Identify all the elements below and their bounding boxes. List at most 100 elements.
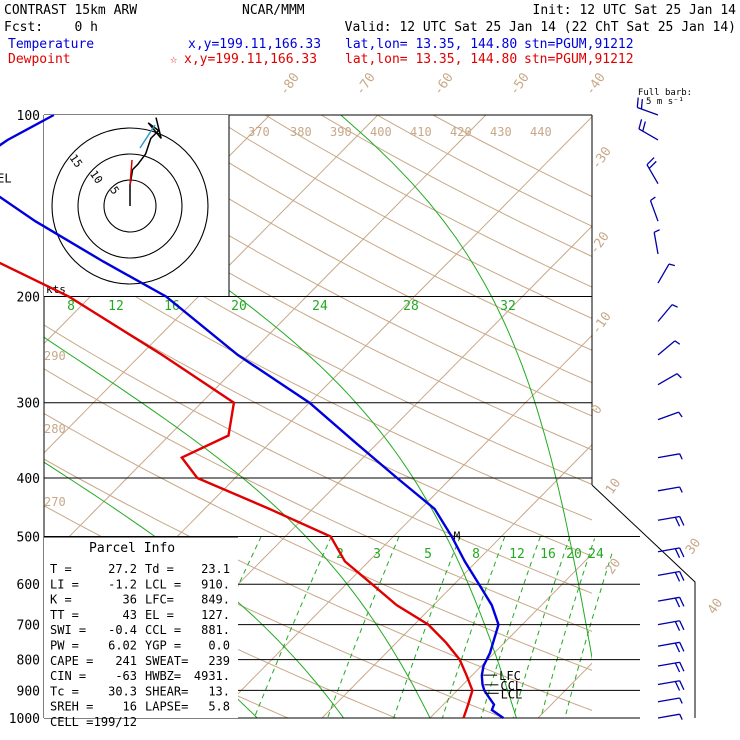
hodograph-low-segment [129, 159, 133, 186]
parcel-value: 36 [123, 593, 137, 607]
isotherm-label: -70 [353, 70, 379, 98]
hodograph-ring-label: 10 [87, 168, 105, 186]
wind-barb [646, 157, 659, 185]
mixing-ratio-line [512, 537, 571, 718]
barb-flag [679, 547, 685, 558]
parcel-value: -0.4 [108, 623, 137, 637]
level-label: CCL [500, 679, 522, 693]
mixing-ratio-label: 8 [67, 299, 75, 314]
wind-barb [657, 620, 685, 631]
barb-flag [640, 98, 643, 110]
barb-flag [674, 516, 681, 527]
parcel-key: CAPE = [50, 654, 93, 668]
parcel-key: SWI = [50, 623, 86, 637]
mixing-ratio-line [540, 537, 596, 718]
barb-staff [657, 373, 678, 386]
sounding-profiles [0, 113, 505, 719]
init-time: Init: 12 UTC Sat 25 Jan 14 [533, 3, 737, 18]
dewpoint-legend: Dewpoint [8, 52, 71, 67]
mixing-ratio-label: 24 [588, 547, 604, 562]
dry-adiabat-line [44, 281, 592, 557]
dewpoint-station: stn=PGUM,91212 [524, 52, 634, 67]
theta-label: 410 [410, 125, 432, 139]
mixing-ratio-label: 20 [566, 547, 582, 562]
barb-staff [637, 106, 659, 116]
wind-barb [657, 340, 681, 356]
barb-staff [657, 263, 670, 284]
isotherm-label: 20 [603, 556, 624, 577]
barb-staff [657, 570, 680, 576]
parcel-value: 0.0 [208, 639, 230, 653]
parcel-key: K = [50, 593, 72, 607]
mixing-ratio-line [253, 537, 332, 718]
pressure-label: 200 [17, 291, 40, 306]
isotherm-label: 30 [683, 536, 704, 557]
mixing-ratio-label: 20 [231, 299, 247, 314]
mixing-ratio-label: 24 [312, 299, 328, 314]
barb-flag [679, 697, 683, 704]
wind-barb [657, 373, 682, 386]
wind-barb [657, 263, 675, 284]
isotherm-label: -10 [589, 309, 615, 337]
wind-barb [636, 97, 659, 116]
parcel-key: LCL = [145, 577, 181, 591]
barb-flag [638, 119, 643, 130]
wind-barb [657, 680, 685, 691]
dry-adiabat-line [44, 412, 592, 671]
isotherm-label: 10 [603, 476, 624, 497]
barb-flag [674, 340, 681, 345]
theta-label: 290 [44, 349, 66, 363]
pressure-label: 1000 [9, 712, 40, 727]
moist-adiabat-line [44, 336, 431, 718]
pressure-label: 800 [17, 654, 40, 669]
isotherm-label: -50 [507, 70, 533, 98]
mixed-layer-marker: M [454, 529, 461, 542]
parcel-key: Td = [145, 562, 174, 576]
mixing-ratio-label: 28 [403, 299, 419, 314]
dewpoint-xy: x,y=199.11,166.33 [184, 52, 317, 67]
theta-label: 420 [450, 125, 472, 139]
hodograph-upper-segment [139, 124, 156, 149]
parcel-key: CELL = [50, 715, 93, 729]
theta-label: 370 [248, 125, 270, 139]
parcel-key: LFC= [145, 593, 174, 607]
temperature-station: stn=PGUM,91212 [524, 37, 634, 52]
parcel-key: CIN = [50, 669, 86, 683]
wind-barb [657, 570, 685, 582]
barb-staff [653, 232, 659, 255]
barb-staff [657, 620, 680, 626]
dry-adiabat-line [97, 115, 592, 384]
barb-flag [671, 304, 678, 308]
parcel-key: EL = [145, 608, 174, 622]
wind-barb [657, 547, 685, 559]
barb-staff [657, 680, 680, 686]
hodograph-bg [44, 115, 229, 296]
barb-staff [657, 661, 680, 667]
barb-flag [674, 642, 681, 653]
temperature-profile [0, 113, 505, 719]
level-label: LCL [501, 687, 523, 701]
wind-barb [657, 596, 685, 608]
parcel-key: Tc = [50, 684, 79, 698]
theta-label: 280 [44, 422, 66, 436]
barb-staff [657, 304, 673, 322]
barb-flag [646, 157, 655, 166]
barb-flag [674, 662, 681, 673]
dry-adiabat-line [44, 368, 592, 632]
dry-adiabat-line [44, 116, 592, 417]
pressure-axis: 100 200 300 400 500 600 700 800 900 1000 [9, 109, 40, 727]
parcel-key: CCL = [145, 623, 181, 637]
wind-barb [657, 453, 683, 460]
parcel-value: -1.2 [108, 577, 137, 591]
parcel-value: 23.1 [201, 562, 230, 576]
mixing-ratio-label: 16 [540, 547, 556, 562]
parcel-key: T = [50, 562, 72, 576]
isotherm-line [429, 553, 592, 718]
barb-flag [636, 97, 639, 108]
wind-barb [657, 486, 683, 493]
parcel-key: LAPSE= [145, 700, 188, 714]
isotherm-label: -80 [277, 70, 303, 98]
isotherm-label: -20 [587, 229, 613, 257]
